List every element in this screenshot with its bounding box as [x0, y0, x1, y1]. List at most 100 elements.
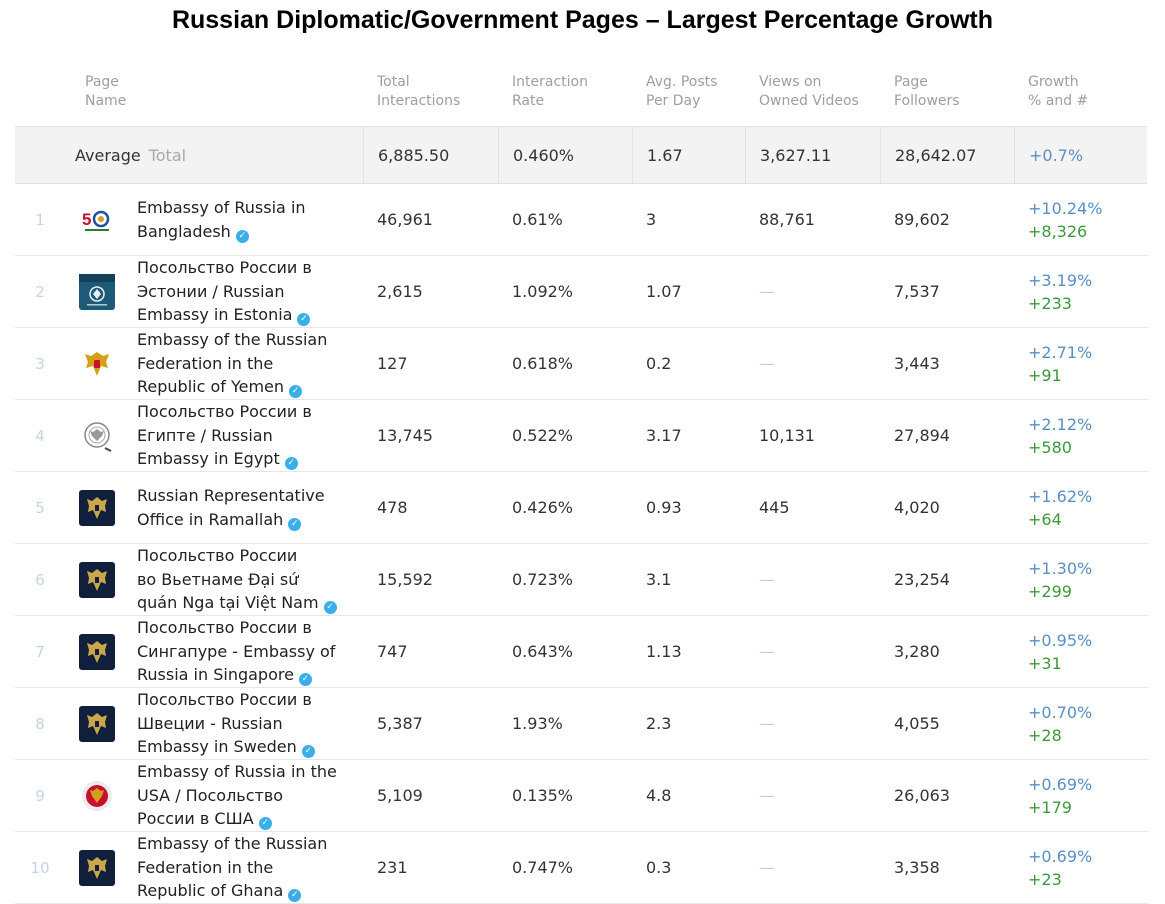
page-avatar[interactable]	[65, 777, 135, 814]
eagle-dark-logo-icon	[79, 489, 135, 526]
page-name-link[interactable]: Посольство России во Вьетнаме Đại sứ quán …	[135, 544, 363, 615]
growth-percent: +3.19%	[1028, 270, 1093, 290]
total-interactions: 2,615	[377, 282, 423, 301]
views-owned-videos: 10,131	[759, 426, 815, 445]
page-avatar[interactable]	[65, 849, 135, 886]
header-growth[interactable]: Growth % and #	[1028, 74, 1089, 109]
header-views-owned-videos[interactable]: Views on Owned Videos	[759, 74, 859, 109]
total-toggle[interactable]: Total	[148, 145, 187, 165]
growth-number: +31	[1028, 653, 1062, 673]
page-name-link[interactable]: Embassy of the Russian Federation in the R…	[135, 832, 363, 903]
page-avatar[interactable]	[65, 273, 135, 310]
page-avatar[interactable]: 5	[65, 201, 135, 238]
page-name-line: Эстонии / Russian	[137, 281, 285, 301]
page-followers: 89,602	[894, 210, 950, 229]
round-emblem-logo-icon	[79, 777, 135, 814]
page-name-line: Посольство России в	[137, 258, 312, 278]
growth-percent: +0.69%	[1028, 774, 1093, 794]
page-name-line: Russian Representative	[137, 486, 325, 505]
page-avatar[interactable]	[65, 705, 135, 742]
header-avg-posts[interactable]: Avg. Posts Per Day	[646, 74, 718, 109]
header-interaction-rate[interactable]: Interaction Rate	[512, 74, 588, 109]
page-name-link[interactable]: Посольство России в Швеции - Russian Embas…	[135, 688, 363, 759]
verified-check-icon: ✓	[298, 673, 312, 687]
views-owned-videos: —	[759, 282, 775, 301]
growth-number: +23	[1028, 869, 1062, 889]
average-row: Average Total 6,885.50 0.460% 1.67 3,627.…	[15, 126, 1147, 184]
views-owned-videos: 88,761	[759, 210, 815, 229]
page-name-link[interactable]: Посольство России в Эстонии / Russian Emba…	[135, 256, 363, 327]
page-name-line: Russia in Singapore	[137, 665, 294, 685]
avg-posts-per-day: 0.93	[646, 498, 682, 517]
total-interactions: 231	[377, 858, 408, 877]
header-page-name[interactable]: Page Name	[85, 74, 127, 109]
page-avatar[interactable]	[65, 345, 135, 382]
page-name-line: Federation in the	[137, 353, 274, 373]
svg-text:5: 5	[82, 210, 91, 229]
page-name-line: Сингапуре - Embassy of	[137, 641, 336, 661]
growth: +0.69% +23	[1014, 845, 1147, 891]
page-name-link[interactable]: Embassy of the Russian Federation in the R…	[135, 328, 363, 399]
rank: 9	[35, 786, 45, 805]
bangladesh-50-logo-icon: 5	[79, 201, 135, 238]
eagle-dark-logo-icon	[79, 633, 135, 670]
page-followers: 23,254	[894, 570, 950, 589]
table-row[interactable]: 9 Embassy of Russia in the USA / Посольств…	[15, 760, 1147, 832]
growth-percent: +0.70%	[1028, 702, 1093, 722]
average-growth: +0.7%	[1014, 127, 1147, 183]
table-row[interactable]: 7 Посольство России в Сингапуре - Embassy …	[15, 616, 1147, 688]
page-avatar[interactable]	[65, 489, 135, 526]
rank: 8	[35, 714, 45, 733]
page-followers: 3,280	[894, 642, 940, 661]
page-avatar[interactable]	[65, 633, 135, 670]
page-name-line: Embassy of Russia in the	[137, 762, 337, 782]
verified-check-icon: ✓	[288, 517, 302, 531]
table-row[interactable]: 8 Посольство России в Швеции - Russian Emba…	[15, 688, 1147, 760]
table-row[interactable]: 1 5 Embassy of Russia in Bangladesh ✓ 46,961 0…	[15, 184, 1147, 256]
eagle-seal-gray-logo-icon	[79, 417, 135, 454]
table-row[interactable]: 6 Посольство России во Вьетнаме Đại sứ quán…	[15, 544, 1147, 616]
table-row[interactable]: 5 Russian Representative Office in Ramalla…	[15, 472, 1147, 544]
avg-posts-per-day: 3.1	[646, 570, 672, 589]
table-row[interactable]: 3 Embassy of the Russian Federation in the…	[15, 328, 1147, 400]
page-name-link[interactable]: Embassy of Russia in the USA / Посольство…	[135, 760, 363, 831]
growth-percent: +1.30%	[1028, 558, 1093, 578]
interaction-rate: 1.93%	[512, 714, 563, 733]
double-eagle-gold-logo-icon	[79, 345, 135, 382]
page-name-line: Embassy of the Russian	[137, 330, 328, 350]
page-name-line: Посольство России в	[137, 618, 312, 638]
header-total-interactions[interactable]: Total Interactions	[377, 74, 461, 109]
avg-posts-per-day: 3.17	[646, 426, 682, 445]
total-interactions: 46,961	[377, 210, 433, 229]
table-row[interactable]: 10 Embassy of the Russian Federation in th…	[15, 832, 1147, 904]
page-name-link[interactable]: Посольство России в Сингапуре - Embassy o…	[135, 616, 363, 687]
rank: 5	[35, 498, 45, 517]
table-row[interactable]: 2 Посольство России в Эстонии / Russian Emb…	[15, 256, 1147, 328]
table-row[interactable]: 4 Посольство России в Египте / Russian Emba…	[15, 400, 1147, 472]
page-followers: 3,443	[894, 354, 940, 373]
interaction-rate: 0.426%	[512, 498, 574, 517]
page-avatar[interactable]	[65, 561, 135, 598]
page-name-line: Посольство России	[137, 546, 298, 566]
growth-number: +299	[1028, 581, 1072, 601]
average-avg-posts: 1.67	[632, 127, 745, 183]
rank: 4	[35, 426, 45, 445]
average-label: Average Total	[75, 145, 187, 165]
page-name-line: Посольство России в	[137, 690, 312, 710]
page-name-link[interactable]: Embassy of Russia in Bangladesh ✓	[135, 196, 363, 243]
page-name-link[interactable]: Russian Representative Office in Ramallah…	[135, 484, 363, 531]
growth: +1.62% +64	[1014, 485, 1147, 531]
header-page-followers[interactable]: Page Followers	[894, 74, 960, 109]
interaction-rate: 0.643%	[512, 642, 574, 661]
verified-check-icon: ✓	[297, 313, 311, 327]
page-followers: 4,020	[894, 498, 940, 517]
rank: 3	[35, 354, 45, 373]
page-name-line: Швеции - Russian	[137, 713, 283, 733]
total-interactions: 747	[377, 642, 408, 661]
page-name-link[interactable]: Посольство России в Египте / Russian Embas…	[135, 400, 363, 471]
page-name-line: Bangladesh	[137, 221, 231, 241]
estonia-emblem-logo-icon	[79, 273, 135, 310]
interaction-rate: 1.092%	[512, 282, 574, 301]
page-avatar[interactable]	[65, 417, 135, 454]
interaction-rate: 0.135%	[512, 786, 574, 805]
